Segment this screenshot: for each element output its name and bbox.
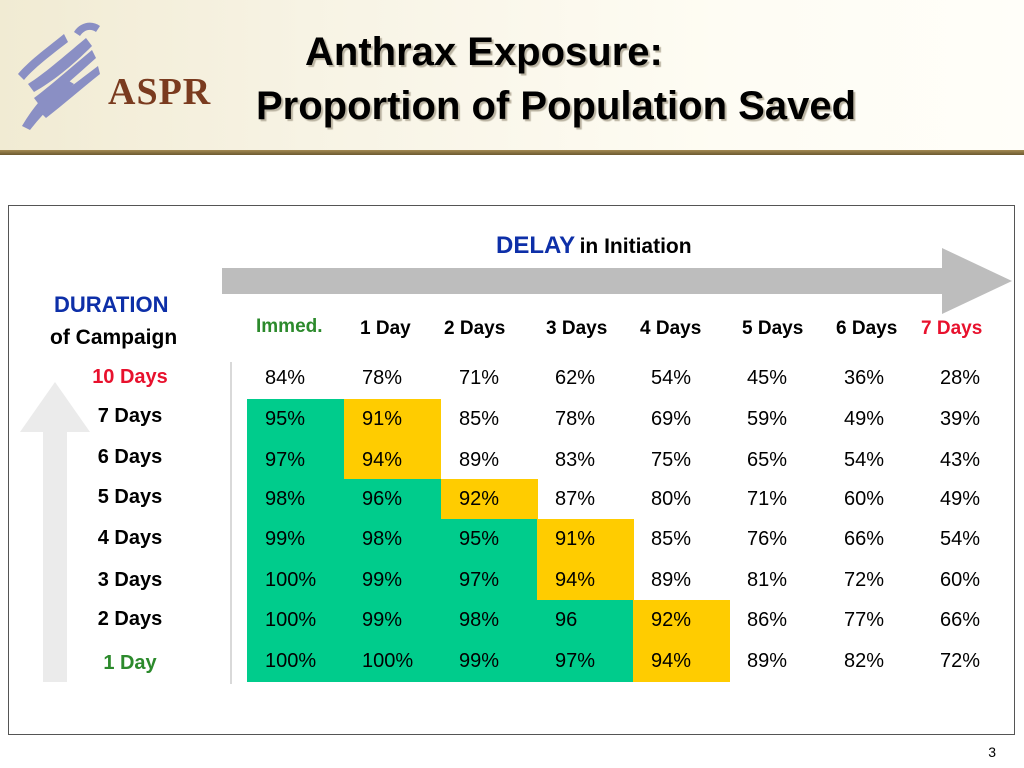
table-cell: 78%: [362, 367, 403, 389]
table-cell: 97%: [441, 560, 538, 601]
delay-rest: in Initiation: [579, 235, 692, 258]
table-cell: 99%: [344, 560, 441, 601]
duration-axis-sublabel: of Campaign: [50, 326, 178, 349]
slide-header: [0, 0, 1024, 150]
table-cell: 80%: [651, 488, 692, 510]
table-cell: 82%: [844, 650, 885, 672]
delay-axis-label: DELAY in Initiation: [496, 232, 692, 260]
table-cell: 96%: [344, 479, 441, 520]
table-cell: 97%: [537, 641, 634, 682]
table-cell: 49%: [844, 408, 885, 430]
page-number: 3: [988, 744, 996, 760]
table-cell: 45%: [747, 367, 788, 389]
table-cell: 60%: [844, 488, 885, 510]
table-cell: 39%: [940, 408, 981, 430]
duration-arrow-icon: [20, 382, 90, 682]
column-header-4: 4 Days: [640, 318, 702, 339]
table-cell: 81%: [747, 569, 788, 591]
table-cell: 75%: [651, 449, 692, 471]
delay-arrow-icon: [222, 248, 1012, 314]
table-cell: 95%: [441, 519, 538, 560]
table-cell: 96: [537, 600, 634, 641]
column-header-2: 2 Days: [444, 318, 506, 339]
table-cell: 94%: [344, 440, 441, 481]
table-cell: 94%: [633, 641, 730, 682]
table-cell: 54%: [940, 528, 981, 550]
column-header-6: 6 Days: [836, 318, 898, 339]
column-header-0: Immed.: [256, 316, 323, 337]
table-cell: 62%: [555, 367, 596, 389]
table-cell: 89%: [651, 569, 692, 591]
table-cell: 91%: [344, 399, 441, 440]
header-divider: [0, 150, 1024, 155]
row-label-7: 1 Day: [103, 652, 157, 674]
table-cell: 72%: [844, 569, 885, 591]
row-label-0: 10 Days: [92, 366, 168, 388]
table-cell: 71%: [459, 367, 500, 389]
table-cell: 84%: [265, 367, 306, 389]
row-label-6: 2 Days: [97, 608, 163, 630]
duration-axis-label: DURATION: [54, 292, 169, 317]
table-cell: 49%: [940, 488, 981, 510]
column-header-3: 3 Days: [546, 318, 608, 339]
table-cell: 99%: [247, 519, 344, 560]
aspr-logo-text: ASPR: [108, 71, 212, 113]
table-cell: 36%: [844, 367, 885, 389]
slide-title-line2: Proportion of Population Saved: [256, 84, 856, 128]
table-cell: 89%: [747, 650, 788, 672]
column-header-7: 7 Days: [921, 318, 983, 339]
column-header-1: 1 Day: [360, 318, 411, 339]
table-cell: 66%: [940, 609, 981, 631]
row-label-3: 5 Days: [97, 486, 163, 508]
aspr-eagle-logo-icon: [18, 22, 100, 130]
column-header-5: 5 Days: [742, 318, 804, 339]
table-cell: 83%: [555, 449, 596, 471]
table-cell: 43%: [940, 449, 981, 471]
table-cell: 78%: [555, 408, 596, 430]
row-label-2: 6 Days: [97, 446, 163, 468]
table-cell: 94%: [537, 560, 634, 601]
table-cell: 86%: [747, 609, 788, 631]
table-cell: 100%: [247, 641, 344, 682]
table-cell: 95%: [247, 399, 344, 440]
table-cell: 100%: [344, 641, 441, 682]
table-cell: 98%: [247, 479, 344, 520]
row-label-1: 7 Days: [97, 405, 163, 427]
row-label-4: 4 Days: [97, 527, 163, 549]
table-cell: 71%: [747, 488, 788, 510]
table-cell: 100%: [247, 600, 344, 641]
table-cell: 66%: [844, 528, 885, 550]
table-cell: 72%: [940, 650, 981, 672]
table-cell: 92%: [633, 600, 730, 641]
table-cell: 65%: [747, 449, 788, 471]
table-cell: 69%: [651, 408, 692, 430]
table-cell: 77%: [844, 609, 885, 631]
table-cell: 28%: [940, 367, 981, 389]
table-cell: 98%: [441, 600, 538, 641]
row-label-divider: [230, 362, 232, 684]
table-cell: 85%: [459, 408, 500, 430]
table-cell: 92%: [441, 479, 538, 520]
table-cell: 99%: [441, 641, 538, 682]
table-cell: 85%: [651, 528, 692, 550]
slide-title-line1: Anthrax Exposure:: [305, 30, 663, 74]
table-cell: 100%: [247, 560, 344, 601]
row-label-5: 3 Days: [97, 569, 163, 591]
table-cell: 98%: [344, 519, 441, 560]
table-cell: 87%: [555, 488, 596, 510]
table-cell: 89%: [459, 449, 500, 471]
table-cell: 97%: [247, 440, 344, 481]
table-cell: 76%: [747, 528, 788, 550]
table-cell: 54%: [651, 367, 692, 389]
table-cell: 99%: [344, 600, 441, 641]
table-cell: 54%: [844, 449, 885, 471]
delay-emphasis: DELAY: [496, 232, 576, 259]
table-cell: 59%: [747, 408, 788, 430]
table-cell: 60%: [940, 569, 981, 591]
table-cell: 91%: [537, 519, 634, 560]
